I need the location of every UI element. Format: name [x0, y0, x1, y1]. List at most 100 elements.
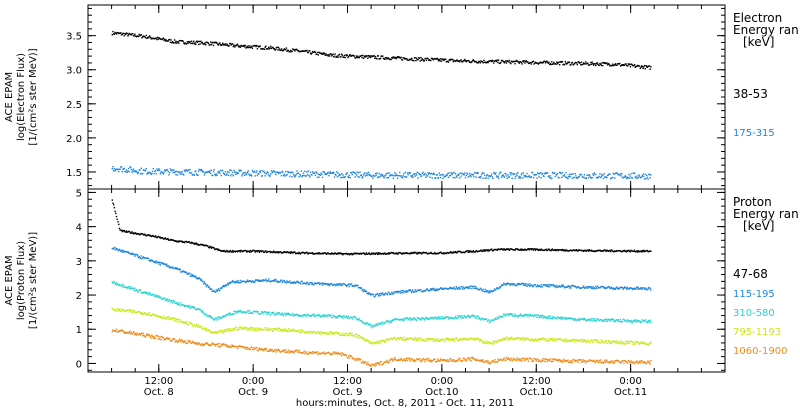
data-point — [607, 286, 610, 288]
data-point — [169, 168, 171, 170]
data-point — [117, 331, 119, 333]
data-point — [180, 304, 182, 307]
data-point — [332, 314, 334, 317]
data-point — [575, 249, 577, 252]
data-point — [254, 251, 256, 253]
data-point — [624, 249, 626, 252]
data-point — [540, 284, 542, 286]
data-point — [397, 336, 399, 339]
data-point — [147, 333, 150, 336]
data-point — [510, 336, 513, 338]
data-point — [513, 60, 515, 63]
data-point — [498, 315, 501, 317]
data-point — [229, 282, 232, 284]
data-point — [568, 340, 570, 342]
data-point — [481, 172, 484, 174]
data-point — [315, 53, 317, 55]
data-point — [179, 268, 181, 270]
data-point — [537, 314, 540, 316]
data-point — [171, 169, 174, 171]
data-point — [464, 60, 467, 62]
data-point — [195, 343, 198, 345]
data-point — [183, 322, 186, 324]
data-point — [164, 317, 167, 319]
data-point — [220, 330, 222, 332]
data-point — [394, 337, 397, 339]
data-point — [546, 172, 549, 174]
data-point — [260, 328, 263, 331]
data-point — [233, 169, 235, 172]
data-point — [575, 177, 578, 179]
data-point — [386, 293, 388, 295]
data-point — [197, 243, 199, 245]
data-point — [568, 175, 570, 177]
data-point — [224, 329, 226, 331]
data-point — [247, 170, 249, 172]
data-point — [144, 292, 147, 294]
data-point — [568, 173, 571, 176]
data-point — [408, 289, 411, 291]
data-point — [558, 61, 560, 63]
data-point — [340, 284, 343, 286]
data-point — [629, 321, 632, 323]
data-point — [185, 240, 188, 243]
data-point — [276, 251, 278, 253]
data-point — [445, 175, 447, 177]
data-point — [616, 342, 618, 344]
data-point — [363, 338, 365, 340]
data-point — [510, 172, 513, 174]
data-point — [578, 319, 581, 321]
data-point — [307, 51, 309, 54]
data-point — [250, 174, 252, 176]
data-point — [527, 314, 530, 316]
data-point — [464, 287, 466, 289]
data-point — [458, 250, 460, 253]
data-point — [131, 171, 133, 173]
data-point — [557, 249, 559, 252]
data-point — [418, 57, 421, 59]
data-point — [154, 236, 156, 238]
data-point — [498, 339, 501, 342]
data-point — [383, 323, 385, 325]
data-point — [227, 282, 229, 284]
data-point — [562, 63, 564, 66]
data-point — [303, 331, 305, 333]
data-point — [638, 65, 641, 67]
data-point — [171, 169, 173, 171]
data-point — [267, 171, 269, 174]
data-point — [119, 249, 121, 251]
data-point — [391, 291, 393, 294]
data-point — [367, 171, 370, 173]
data-point — [151, 313, 154, 315]
data-point — [116, 308, 118, 311]
data-point — [633, 343, 636, 346]
data-point — [435, 318, 438, 320]
data-point — [556, 318, 558, 320]
data-point — [246, 280, 248, 283]
data-point — [495, 289, 497, 291]
data-point — [202, 170, 205, 173]
data-point — [561, 284, 563, 286]
data-point — [384, 339, 387, 341]
data-point — [176, 340, 178, 342]
data-point — [395, 173, 397, 175]
data-point — [616, 250, 619, 252]
data-point — [524, 282, 527, 285]
data-point — [454, 315, 457, 318]
data-point — [461, 251, 464, 254]
data-point — [169, 301, 171, 303]
data-point — [198, 308, 200, 310]
data-point — [129, 309, 131, 311]
data-point — [406, 338, 408, 341]
data-point — [182, 270, 184, 272]
data-point — [549, 317, 551, 319]
data-point — [422, 58, 424, 61]
data-point — [294, 282, 297, 285]
data-point — [349, 316, 351, 319]
data-point — [270, 314, 272, 316]
data-point — [568, 61, 571, 63]
data-point — [456, 337, 458, 339]
data-point — [202, 327, 205, 329]
data-point — [461, 285, 463, 288]
y-axis-label: [1/(cm²s ster MeV)] — [28, 48, 39, 145]
